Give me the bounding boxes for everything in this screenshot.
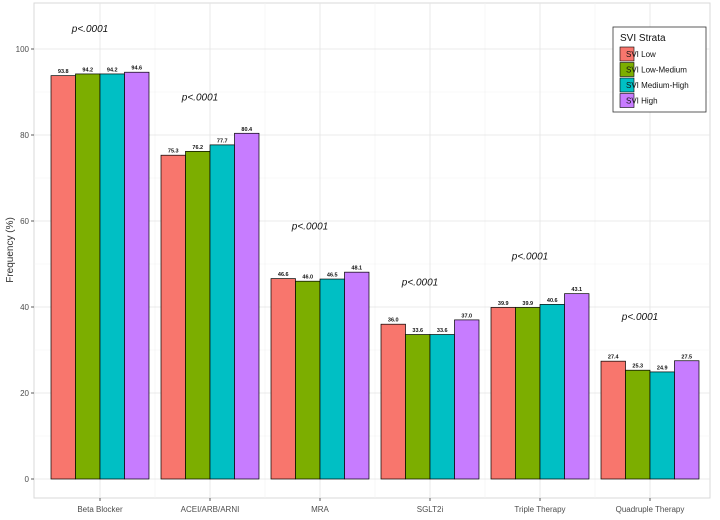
- bar: [319, 278, 345, 480]
- data-label: 43.1: [571, 287, 582, 293]
- p-value-annotation: p<.0001: [621, 312, 658, 323]
- p-value-annotation: p<.0001: [511, 252, 548, 263]
- data-label: 80.4: [241, 127, 253, 133]
- x-tick-label: SGLT2i: [417, 505, 444, 514]
- x-tick-label: ACEI/ARB/ARNI: [181, 505, 240, 514]
- bar: [295, 280, 321, 480]
- legend-swatch: [619, 77, 635, 93]
- data-label: 27.4: [608, 355, 620, 361]
- legend-items: SVI Low SVI Low-Medium SVI Medium-High SVI …: [619, 46, 689, 108]
- data-label: 75.3: [168, 149, 179, 155]
- p-value-annotation: p<.0001: [291, 222, 328, 233]
- bar: [539, 304, 565, 480]
- legend-swatch: [619, 93, 635, 108]
- bar: [270, 278, 296, 480]
- bar: [234, 132, 260, 480]
- legend-swatch: [619, 46, 635, 62]
- bar: [515, 307, 541, 480]
- bar: [454, 319, 480, 480]
- bar: [185, 150, 211, 480]
- bar: [490, 307, 516, 480]
- p-value-annotation: p<.0001: [401, 278, 438, 289]
- y-tick-label: 60: [20, 217, 29, 226]
- data-label: 76.2: [192, 145, 203, 151]
- bar: [380, 323, 406, 480]
- y-tick-label: 0: [25, 475, 30, 484]
- data-label: 39.9: [498, 301, 509, 307]
- data-label: 24.9: [657, 365, 668, 371]
- bar: [429, 334, 455, 480]
- data-label: 33.6: [437, 328, 448, 334]
- bar: [124, 71, 150, 480]
- legend-swatch: [619, 62, 635, 77]
- p-value-annotation: p<.0001: [71, 24, 108, 35]
- data-label: 33.6: [412, 328, 423, 334]
- data-label: 46.6: [278, 272, 289, 278]
- legend-label: SVI Low-Medium: [626, 66, 687, 75]
- data-label: 37.0: [461, 313, 472, 319]
- x-tick-label: Triple Therapy: [514, 505, 565, 514]
- y-tick-label: 80: [20, 131, 29, 140]
- bar: [344, 271, 370, 480]
- y-tick-label: 100: [16, 45, 30, 54]
- legend-title: SVI Strata: [620, 33, 666, 44]
- x-tick-label: MRA: [311, 505, 329, 514]
- p-value-annotation: p<.0001: [181, 93, 218, 104]
- data-label: 36.0: [388, 318, 399, 324]
- axes: 0 20 40 60 80 100 Beta Blocker ACEI/ARB/ARNI MRA…: [16, 45, 685, 514]
- bar: [209, 144, 235, 480]
- data-label: 46.0: [302, 275, 313, 281]
- data-label: 25.3: [632, 364, 643, 370]
- data-label: 94.2: [82, 67, 93, 73]
- legend: SVI Strata SVI Low SVI Low-Medium SVI Medi…: [612, 26, 707, 113]
- bar: [160, 154, 186, 480]
- bar: [600, 360, 626, 480]
- data-label: 46.5: [327, 273, 338, 279]
- data-label: 48.1: [351, 266, 362, 272]
- bars: [50, 71, 700, 480]
- bar: [625, 369, 651, 480]
- y-axis-title: Frequency (%): [5, 217, 16, 283]
- legend-label: SVI High: [626, 97, 658, 106]
- data-label: 93.8: [58, 69, 69, 75]
- x-tick-label: Quadruple Therapy: [616, 505, 685, 514]
- data-label: 27.5: [681, 354, 692, 360]
- bar: [564, 293, 590, 480]
- bar: [50, 75, 76, 480]
- data-label: 94.2: [107, 67, 118, 73]
- data-label: 39.9: [522, 301, 533, 307]
- bar: [674, 360, 700, 480]
- legend-label: SVI Low: [626, 50, 656, 59]
- bar: [75, 73, 101, 480]
- bar: [99, 73, 125, 480]
- legend-label: SVI Medium-High: [626, 81, 689, 90]
- y-tick-label: 40: [20, 303, 29, 312]
- bar: [405, 334, 431, 480]
- y-tick-label: 20: [20, 389, 29, 398]
- data-labels: 93.8 94.2 94.2 94.6 75.3 76.2 77.7 80.4 46.6 46.0…: [58, 24, 692, 372]
- data-label: 40.6: [547, 298, 558, 304]
- bar: [649, 371, 675, 480]
- x-tick-label: Beta Blocker: [77, 505, 123, 514]
- data-label: 77.7: [217, 138, 228, 144]
- data-label: 94.6: [131, 66, 142, 72]
